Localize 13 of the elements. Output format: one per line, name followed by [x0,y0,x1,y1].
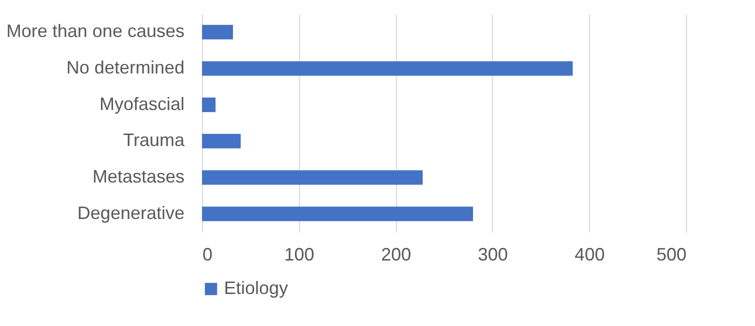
legend-label: Etiology [224,278,288,298]
x-tick-label: 200 [381,244,412,264]
y-tick-label: No determined [66,58,184,78]
y-tick-label: Myofascial [99,94,184,114]
y-tick-label: Trauma [123,130,186,150]
x-tick-label: 500 [656,244,686,264]
x-tick-label: 400 [574,244,605,264]
x-tick-label: 0 [202,244,213,264]
x-tick-label: 100 [284,244,314,264]
y-tick-label: Degenerative [77,202,184,223]
y-tick-label: Metastases [92,166,184,186]
y-tick-label: More than one causes [6,21,184,42]
x-tick-label: 300 [478,244,508,264]
